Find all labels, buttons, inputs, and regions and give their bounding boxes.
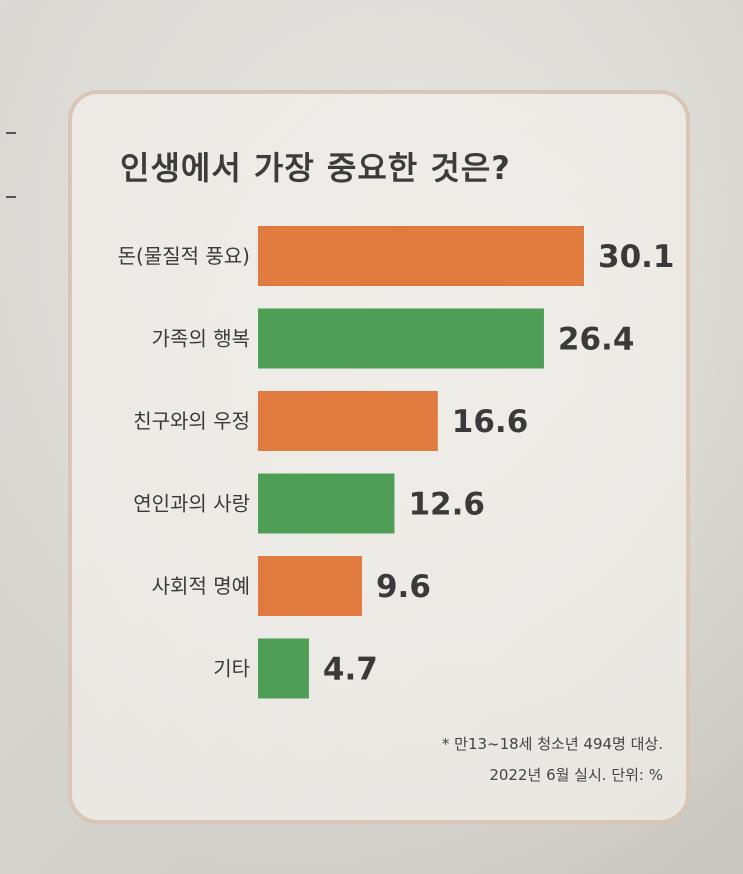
category-label: 친구와의 우정 <box>133 409 250 433</box>
category-label: 연인과의 사랑 <box>133 492 250 516</box>
value-label: 12.6 <box>408 487 485 523</box>
bar-2 <box>258 308 544 369</box>
chart-title: 인생에서 가장 중요한 것은? <box>120 149 511 187</box>
bar-1 <box>258 226 584 286</box>
bar-4 <box>258 473 395 534</box>
bar-5 <box>258 556 362 616</box>
footnote-sample: * 만13~18세 청소년 494명 대상. <box>441 735 663 753</box>
value-label: 30.1 <box>598 239 675 275</box>
category-label: 가족의 행복 <box>152 327 250 351</box>
bar-6 <box>258 638 309 699</box>
margin-mark <box>6 196 16 198</box>
footnote-date-unit: 2022년 6월 실시. 단위: % <box>489 766 663 784</box>
category-label: 돈(물질적 풍요) <box>118 244 250 268</box>
value-label: 4.7 <box>323 652 378 688</box>
category-label: 사회적 명예 <box>152 574 250 598</box>
value-label: 16.6 <box>452 404 528 440</box>
chart-card <box>68 90 690 824</box>
margin-mark <box>6 132 16 134</box>
value-label: 26.4 <box>558 322 635 358</box>
value-label: 9.6 <box>376 569 431 605</box>
bar-3 <box>258 391 438 451</box>
category-label: 기타 <box>213 657 250 681</box>
